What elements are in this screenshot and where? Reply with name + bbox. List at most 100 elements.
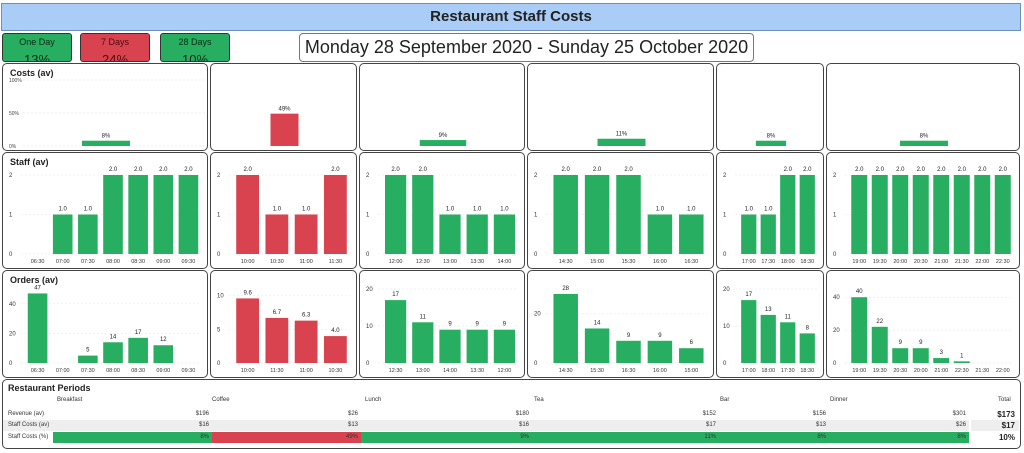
data-label: 1: [960, 353, 964, 359]
y-tick-label: 1: [217, 213, 221, 219]
period-header: Bar: [720, 397, 730, 403]
staff-chart-coffee: 0 1 2 2.0 10:00 1.0 10:30 1.0 11:00 2.0 11:30: [217, 167, 350, 265]
x-tick-label: 07:00: [56, 368, 70, 374]
periods-total: $17: [971, 420, 1019, 431]
orders-bar: [265, 317, 289, 363]
data-label: 2.0: [562, 167, 571, 173]
x-tick-label: 10:30: [270, 259, 284, 265]
orders-bar: [128, 337, 148, 363]
y-tick-label: 40: [833, 295, 840, 301]
periods-title: Restaurant Periods: [8, 383, 91, 393]
y-tick-label: 100%: [9, 78, 22, 84]
data-label: 1.0: [59, 207, 68, 213]
data-label: 2.0: [999, 167, 1008, 173]
x-tick-label: 21:30: [975, 368, 989, 374]
one-day-label: One Day: [19, 37, 55, 47]
x-tick-label: 09:30: [182, 368, 196, 374]
staff-bar: [412, 175, 434, 254]
twenty-eight-days-button[interactable]: 28 Days 10%: [160, 33, 230, 62]
y-tick-label: 2: [9, 173, 13, 179]
x-tick-label: 09:30: [182, 259, 196, 265]
data-label: 2.0: [978, 167, 987, 173]
staff-panel-breakfast: Staff (av) 0 1 2 06:30 1.0 07:00 1.0 07:30 2.0 08:…: [2, 152, 208, 269]
periods-cell: $13: [212, 420, 361, 431]
staff-panel-tea: 0 1 2 2.0 14:30 2.0 15:00 2.0 15:30 1.0 16:00 1.0 16…: [527, 152, 714, 269]
x-tick-label: 19:00: [852, 368, 866, 374]
data-label: 2.0: [784, 167, 793, 173]
periods-row-label: Staff Costs (%): [3, 432, 53, 443]
data-label: 6.7: [273, 310, 282, 316]
x-tick-label: 13:30: [470, 368, 484, 374]
y-tick-label: 0: [534, 252, 538, 258]
data-label: 1.0: [84, 207, 93, 213]
x-tick-label: 12:30: [416, 259, 430, 265]
orders-bar: [933, 358, 950, 363]
orders-bar: [892, 348, 909, 363]
data-label: 2.0: [624, 167, 633, 173]
total-header: Total: [998, 397, 1011, 403]
orders-panel-bar: 0 10 20 17 17:00 13 18:00 11 17:30 8 18:30: [716, 270, 824, 378]
data-label: 11: [420, 314, 427, 320]
orders-panel-coffee: 0 5 10 9.6 10:00 6.7 11:30 6.3 11:00 4.0 10:30: [210, 270, 357, 378]
twenty-eight-days-value: 10%: [181, 52, 209, 62]
periods-cell: 49%: [212, 432, 361, 443]
y-tick-label: 0: [9, 252, 13, 258]
staff-bar: [953, 175, 970, 254]
seven-days-button[interactable]: 7 Days 24%: [80, 33, 150, 62]
data-label: 1.0: [302, 207, 311, 213]
staff-bar: [616, 175, 641, 254]
cost-bar: [270, 113, 299, 146]
costs-chart-breakfast: 0% 50% 100% 8%: [9, 78, 205, 150]
staff-bar: [584, 175, 610, 254]
orders-bar: [236, 298, 260, 363]
orders-bar: [871, 326, 888, 363]
x-tick-label: 11:30: [329, 259, 342, 265]
periods-cell: $13: [719, 420, 829, 431]
x-tick-label: 08:00: [106, 368, 120, 374]
staff-bar: [294, 214, 318, 254]
data-label: 28: [562, 286, 569, 292]
cost-bar-label: 11%: [616, 132, 628, 138]
x-tick-label: 20:30: [893, 368, 907, 374]
cost-bar: [419, 140, 467, 146]
staff-bar: [466, 214, 488, 254]
y-tick-label: 1: [534, 213, 538, 219]
y-tick-label: 10: [366, 324, 373, 330]
data-label: 17: [135, 330, 142, 336]
x-tick-label: 16:30: [684, 259, 698, 265]
orders-chart-breakfast: 0 20 40 47 06:30 07:00 5 07:30 14 08:00 17 08:30 12 0…: [9, 285, 201, 374]
costs-panel-tea: 11%: [527, 63, 714, 151]
x-tick-label: 06:30: [31, 368, 45, 374]
x-tick-label: 12:00: [498, 368, 512, 374]
y-tick-label: 0: [833, 252, 837, 258]
staff-bar: [553, 175, 578, 254]
y-tick-label: 1: [366, 213, 370, 219]
x-tick-label: 15:30: [622, 259, 636, 265]
one-day-button[interactable]: One Day 13%: [2, 33, 72, 62]
periods-cell: $26: [829, 420, 969, 431]
y-tick-label: 2: [366, 173, 370, 179]
orders-bar: [466, 329, 488, 363]
data-label: 22: [876, 319, 883, 325]
staff-panel-lunch: 0 1 2 2.0 12:00 2.0 12:30 1.0 13:00 1.0 13:30 1.0 14…: [359, 152, 525, 269]
staff-bar: [892, 175, 909, 254]
y-tick-label: 20: [723, 287, 730, 293]
x-tick-label: 14:30: [559, 368, 573, 374]
twenty-eight-days-label: 28 Days: [178, 37, 212, 47]
periods-cell: $301: [829, 409, 969, 420]
x-tick-label: 19:00: [852, 259, 866, 265]
x-tick-label: 12:00: [389, 259, 403, 265]
staff-bar: [679, 214, 704, 254]
data-label: 9: [899, 340, 903, 346]
data-label: 2.0: [876, 167, 885, 173]
orders-panel-lunch: 0 10 20 17 12:30 11 13:00 9 14:00 9 13:30 9 12:00: [359, 270, 525, 378]
x-tick-label: 07:30: [81, 259, 95, 265]
x-tick-label: 13:00: [443, 259, 457, 265]
period-header: Lunch: [365, 397, 382, 403]
staff-bar: [178, 175, 199, 254]
x-tick-label: 08:00: [106, 259, 120, 265]
x-tick-label: 16:00: [653, 259, 667, 265]
data-label: 17: [392, 292, 399, 298]
staff-row-label: Staff (av): [10, 157, 49, 167]
staff-bar: [994, 175, 1011, 254]
